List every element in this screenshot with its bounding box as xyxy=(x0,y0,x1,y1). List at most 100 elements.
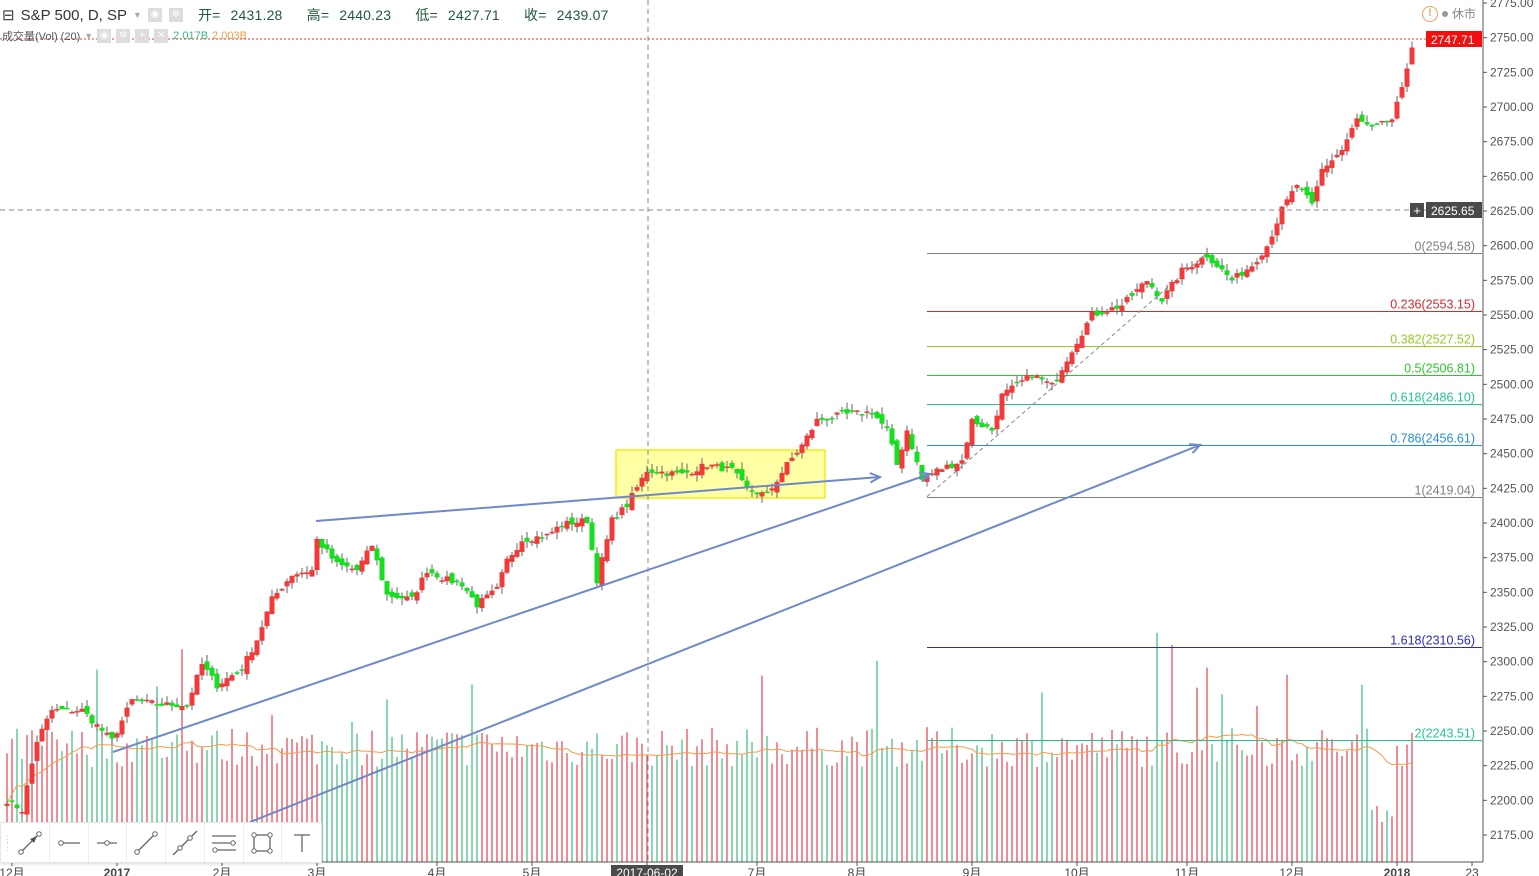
candle-body xyxy=(614,517,620,519)
candle-body xyxy=(1239,271,1245,276)
horizontal-line-tool-button[interactable] xyxy=(89,823,128,862)
candle-body xyxy=(514,549,520,557)
candle-body xyxy=(1084,322,1090,335)
symbol-name[interactable]: S&P 500, D, SP xyxy=(20,6,128,24)
candle-body xyxy=(574,522,580,527)
candle-body xyxy=(824,418,830,421)
candle-body xyxy=(1379,120,1385,123)
candle-body xyxy=(644,471,650,482)
candle-body xyxy=(869,412,875,415)
candle-body xyxy=(9,800,15,802)
candle-body xyxy=(944,464,950,469)
candle-body xyxy=(844,409,850,414)
gear-icon[interactable]: ✲ xyxy=(116,29,131,43)
candle-body xyxy=(1304,186,1310,196)
candle-body xyxy=(154,704,160,706)
add-alert-button[interactable] xyxy=(1410,203,1424,217)
visibility-icon[interactable]: ◉ xyxy=(147,8,162,22)
candle-body xyxy=(1294,185,1300,189)
candle-body xyxy=(1024,374,1030,381)
candle-body xyxy=(109,731,115,739)
candle-body xyxy=(464,587,470,592)
candle-body xyxy=(1344,139,1350,152)
volume-legend: 成交量(Vol) (20) ▼ ◉ ✲ + ✕ 2.017B 2.003B xyxy=(2,28,247,44)
horizontal-ray-tool-button[interactable] xyxy=(50,823,89,862)
candle-body xyxy=(959,460,965,464)
candle-body xyxy=(234,672,240,674)
candle-body xyxy=(139,699,145,702)
price-tick-label: 2500.00 xyxy=(1490,377,1534,391)
candle-body xyxy=(49,709,55,719)
price-tick-label: 2475.00 xyxy=(1490,412,1534,426)
fib-level-label: 2(2243.51) xyxy=(1415,727,1475,741)
chevron-down-icon[interactable]: ▼ xyxy=(133,10,142,20)
time-tick-label: 8月 xyxy=(848,866,867,876)
price-tick-label: 2225.00 xyxy=(1490,759,1534,773)
candle-body xyxy=(1219,265,1225,270)
price-tick-label: 2200.00 xyxy=(1490,793,1534,807)
extended-line-tool-button[interactable] xyxy=(166,823,205,862)
gear-icon[interactable]: ✲ xyxy=(168,8,183,22)
candle-body xyxy=(749,490,755,492)
chevron-down-icon[interactable]: ▼ xyxy=(84,31,94,41)
candle-body xyxy=(99,727,105,731)
trend-line-tool-button[interactable] xyxy=(127,823,166,862)
candle-body xyxy=(744,480,750,488)
candle-body xyxy=(104,732,110,735)
candle-body xyxy=(759,492,765,497)
text-icon xyxy=(293,833,310,852)
candle-body xyxy=(829,417,835,420)
candle-body xyxy=(69,711,75,714)
last-price-label: 2747.71 xyxy=(1431,33,1475,47)
candle-body xyxy=(694,471,700,476)
price-tick-label: 2550.00 xyxy=(1490,308,1534,322)
trend-line-icon xyxy=(134,830,158,855)
candle-body xyxy=(214,673,220,689)
candle-body xyxy=(319,538,325,548)
candle-body xyxy=(124,707,130,717)
volume-indicator-name[interactable]: 成交量(Vol) (20) xyxy=(2,31,81,43)
candle-body xyxy=(954,463,960,471)
candle-body xyxy=(609,517,615,541)
rectangle-tool-button[interactable] xyxy=(244,823,283,862)
candle-body xyxy=(639,477,645,487)
fib-level-label: 0.786(2456.61) xyxy=(1390,432,1475,446)
candle-body xyxy=(854,410,860,413)
candle-body xyxy=(739,469,745,481)
price-tick-label: 2600.00 xyxy=(1490,239,1534,253)
time-tick-label: 12月 xyxy=(1279,866,1304,876)
price-tick-label: 2700.00 xyxy=(1490,100,1534,114)
candle-body xyxy=(1094,310,1100,316)
warning-icon[interactable]: ! xyxy=(1422,5,1438,22)
candle-body xyxy=(1384,120,1390,123)
candle-body xyxy=(989,428,995,431)
time-tick-label: 5月 xyxy=(523,866,542,876)
candle-body xyxy=(1069,352,1075,364)
parallel-channel-tool-button[interactable] xyxy=(205,823,244,862)
candle-body xyxy=(1134,289,1140,292)
candle-body xyxy=(659,471,665,474)
candle-body xyxy=(1064,361,1070,373)
candle-body xyxy=(164,702,170,705)
candle-body xyxy=(369,545,375,551)
candle-body xyxy=(479,598,485,609)
price-tick-label: 2450.00 xyxy=(1490,447,1534,461)
candle-body xyxy=(969,418,975,446)
candle-body xyxy=(1314,186,1320,202)
candle-body xyxy=(169,702,175,706)
time-tick-label: 2018 xyxy=(1384,866,1411,876)
candle-body xyxy=(1274,223,1280,236)
drag-handle-icon[interactable]: ⋮ ⋮ xyxy=(3,834,12,852)
candle-body xyxy=(669,471,675,476)
close-icon[interactable]: ✕ xyxy=(154,29,169,43)
candle-body xyxy=(174,704,180,708)
arrow-tool-button[interactable] xyxy=(11,823,50,862)
text-tool-button[interactable] xyxy=(282,823,321,862)
add-icon[interactable]: + xyxy=(135,29,150,43)
candle-body xyxy=(4,803,10,806)
candle-body xyxy=(884,426,890,429)
candle-body xyxy=(1264,246,1270,258)
visibility-icon[interactable]: ◉ xyxy=(97,29,112,43)
collapse-icon[interactable]: ⊟ xyxy=(2,7,15,24)
